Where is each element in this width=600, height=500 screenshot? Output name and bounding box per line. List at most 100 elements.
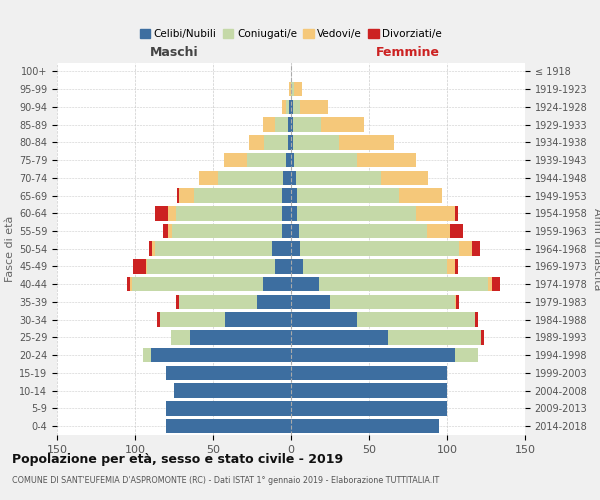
Bar xyxy=(475,312,478,327)
Bar xyxy=(132,277,263,291)
Bar xyxy=(291,188,297,203)
Bar xyxy=(291,206,297,220)
Bar xyxy=(472,242,480,256)
Bar xyxy=(288,118,291,132)
Bar xyxy=(160,312,226,327)
Bar xyxy=(263,277,291,291)
Text: Maschi: Maschi xyxy=(149,46,199,59)
Bar xyxy=(296,170,382,185)
Bar xyxy=(249,135,265,150)
Bar xyxy=(176,206,281,220)
Bar xyxy=(151,348,291,362)
Text: Femmine: Femmine xyxy=(376,46,440,59)
Bar xyxy=(293,100,301,114)
Bar xyxy=(291,419,439,434)
Bar xyxy=(457,294,460,309)
Bar xyxy=(294,82,302,96)
Bar xyxy=(356,153,416,168)
Bar xyxy=(293,135,340,150)
Bar xyxy=(291,366,447,380)
Bar xyxy=(179,294,257,309)
Bar xyxy=(130,277,132,291)
Bar xyxy=(152,242,155,256)
Bar xyxy=(194,188,281,203)
Bar xyxy=(291,242,301,256)
Bar xyxy=(388,330,481,344)
Bar xyxy=(263,118,275,132)
Bar xyxy=(297,188,398,203)
Bar xyxy=(293,118,320,132)
Bar xyxy=(294,153,356,168)
Bar xyxy=(297,206,416,220)
Bar xyxy=(291,135,293,150)
Bar xyxy=(492,277,500,291)
Bar xyxy=(127,277,130,291)
Bar xyxy=(283,170,291,185)
Bar xyxy=(427,224,450,238)
Bar xyxy=(304,259,447,274)
Bar xyxy=(174,384,291,398)
Legend: Celibi/Nubili, Coniugati/e, Vedovi/e, Divorziati/e: Celibi/Nubili, Coniugati/e, Vedovi/e, Di… xyxy=(136,25,446,43)
Bar xyxy=(301,100,328,114)
Bar xyxy=(291,259,304,274)
Bar xyxy=(299,224,427,238)
Bar xyxy=(218,170,283,185)
Bar xyxy=(288,135,291,150)
Bar xyxy=(247,153,286,168)
Bar xyxy=(281,206,291,220)
Bar xyxy=(176,294,179,309)
Bar xyxy=(455,206,458,220)
Bar xyxy=(291,294,330,309)
Bar xyxy=(460,242,472,256)
Bar xyxy=(155,242,272,256)
Text: COMUNE DI SANT'EUFEMIA D'ASPROMONTE (RC) - Dati ISTAT 1° gennaio 2019 - Elaboraz: COMUNE DI SANT'EUFEMIA D'ASPROMONTE (RC)… xyxy=(12,476,439,485)
Bar xyxy=(291,82,294,96)
Bar xyxy=(171,330,190,344)
Bar xyxy=(481,330,484,344)
Y-axis label: Anni di nascita: Anni di nascita xyxy=(592,208,600,290)
Bar xyxy=(398,188,442,203)
Bar xyxy=(168,224,172,238)
Bar xyxy=(286,100,289,114)
Bar xyxy=(179,188,194,203)
Bar xyxy=(447,259,455,274)
Bar xyxy=(320,118,364,132)
Bar xyxy=(330,294,455,309)
Bar xyxy=(291,118,293,132)
Text: Popolazione per età, sesso e stato civile - 2019: Popolazione per età, sesso e stato civil… xyxy=(12,452,343,466)
Bar xyxy=(291,224,299,238)
Bar xyxy=(190,330,291,344)
Bar xyxy=(356,312,475,327)
Bar xyxy=(319,277,488,291)
Bar xyxy=(455,259,458,274)
Bar xyxy=(133,259,146,274)
Bar xyxy=(148,259,275,274)
Bar xyxy=(257,294,291,309)
Bar xyxy=(143,348,151,362)
Bar xyxy=(291,384,447,398)
Bar xyxy=(168,206,176,220)
Bar xyxy=(146,259,148,274)
Bar xyxy=(291,312,356,327)
Bar xyxy=(289,82,291,96)
Y-axis label: Fasce di età: Fasce di età xyxy=(5,216,15,282)
Bar xyxy=(286,153,291,168)
Bar xyxy=(166,419,291,434)
Bar xyxy=(177,188,179,203)
Bar xyxy=(275,118,288,132)
Bar xyxy=(149,242,152,256)
Bar xyxy=(281,188,291,203)
Bar xyxy=(166,366,291,380)
Bar xyxy=(291,100,293,114)
Bar xyxy=(291,153,294,168)
Bar xyxy=(281,100,286,114)
Bar xyxy=(301,242,460,256)
Bar xyxy=(455,348,478,362)
Bar xyxy=(289,100,291,114)
Bar xyxy=(224,153,247,168)
Bar xyxy=(281,224,291,238)
Bar xyxy=(340,135,394,150)
Bar xyxy=(382,170,428,185)
Bar xyxy=(450,224,463,238)
Bar xyxy=(157,312,160,327)
